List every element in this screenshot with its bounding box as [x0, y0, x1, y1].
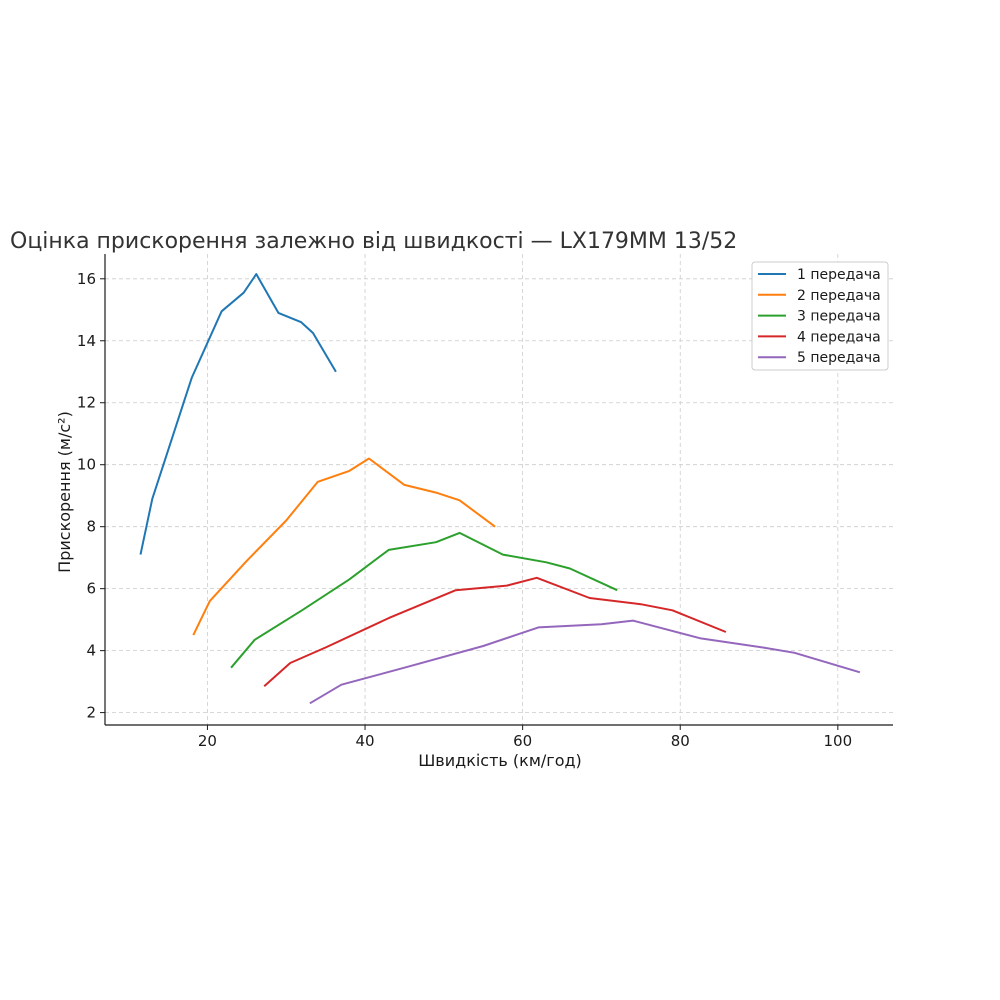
legend: 1 передача 2 передача 3 передача 4 передача…: [751, 261, 889, 371]
y-tick-label: 14: [77, 332, 96, 350]
x-tick-label: 20: [198, 732, 217, 750]
axes: [104, 254, 893, 726]
series-line-2: [192, 457, 496, 636]
ticks: 20 40 60 80 100 2 4 6 8 10 12 14 16: [77, 270, 852, 750]
legend-label: 5 передача: [797, 350, 881, 366]
grid: [105, 254, 893, 725]
x-tick-label: 60: [513, 732, 532, 750]
legend-label: 3 передача: [797, 309, 881, 325]
legend-label: 1 передача: [797, 267, 881, 283]
legend-box: [751, 261, 889, 371]
x-tick-label: 100: [824, 732, 853, 750]
series-line-1: [139, 273, 337, 555]
y-tick-label: 12: [77, 394, 96, 412]
y-tick-label: 8: [86, 518, 96, 536]
series-line-5: [309, 619, 861, 705]
x-axis-label: Швидкість (км/год): [418, 751, 582, 770]
x-tick-label: 80: [671, 732, 690, 750]
y-tick-label: 6: [86, 580, 96, 598]
legend-label: 2 передача: [797, 288, 881, 304]
y-tick-label: 4: [86, 642, 96, 660]
y-tick-label: 10: [77, 456, 96, 474]
legend-label: 4 передача: [797, 329, 881, 345]
series-lines: [139, 273, 861, 705]
y-axis-label: Прискорення (м/с²): [55, 411, 74, 573]
y-tick-label: 2: [86, 704, 96, 722]
chart-title: Оцінка прискорення залежно від швидкості…: [10, 229, 737, 254]
y-tick-label: 16: [77, 270, 96, 288]
x-tick-label: 40: [355, 732, 374, 750]
series-line-3: [230, 531, 618, 669]
series-line-4: [263, 576, 727, 688]
